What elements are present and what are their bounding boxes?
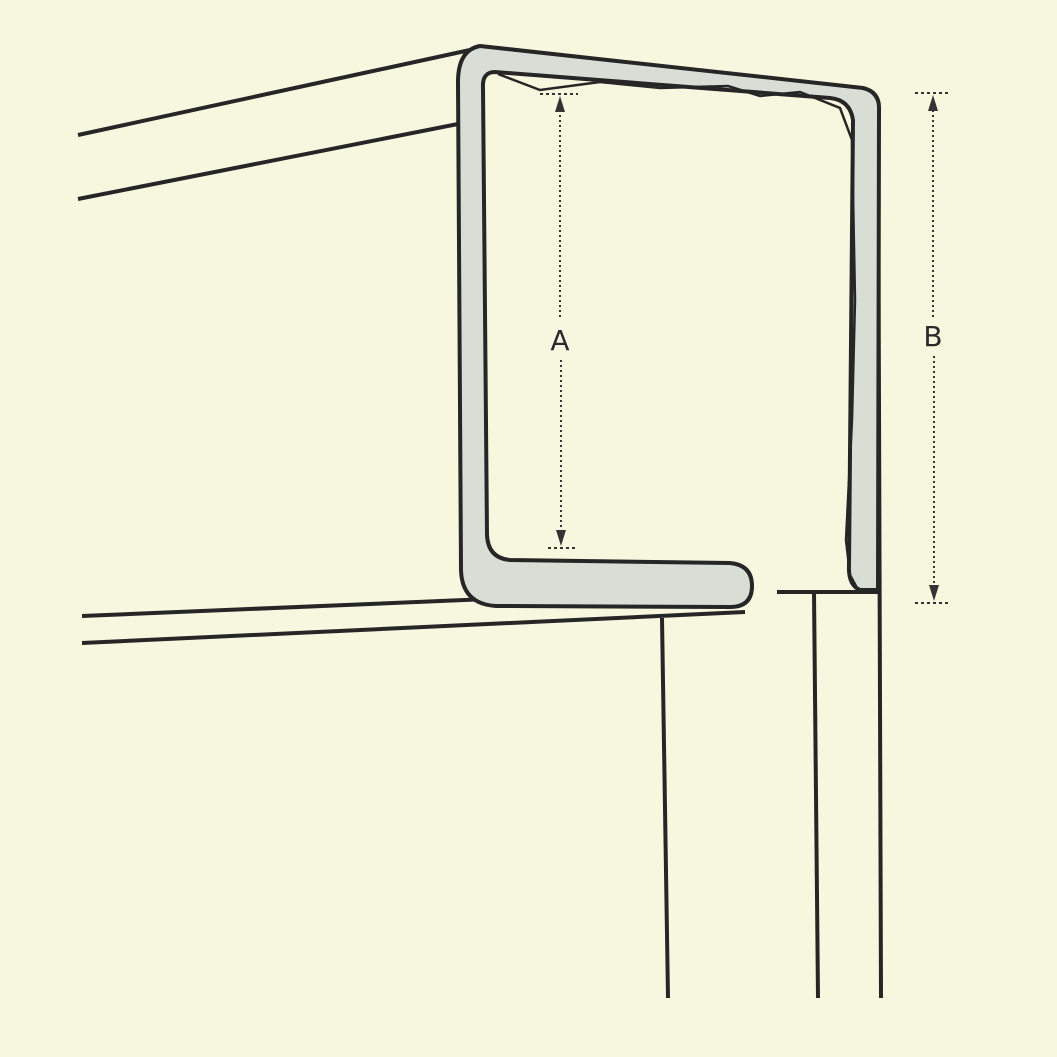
shelf-top-line-1 xyxy=(77,48,471,137)
support-middle-line xyxy=(812,591,820,999)
support-left-line xyxy=(660,617,670,999)
profile-inner-edge-top xyxy=(494,70,861,592)
dim-a-label: A xyxy=(550,324,569,357)
profile-inner-fold-line xyxy=(497,72,859,589)
dim-b-arrow-up xyxy=(928,95,938,111)
shelf-bottom-line-2 xyxy=(81,610,746,645)
dim-a-arrow-up xyxy=(555,96,565,112)
dim-b-label: B xyxy=(923,320,942,353)
dim-a-arrow-down xyxy=(556,530,566,546)
shelf-top-line-2 xyxy=(77,122,459,201)
dim-b-arrow-down xyxy=(929,585,939,601)
